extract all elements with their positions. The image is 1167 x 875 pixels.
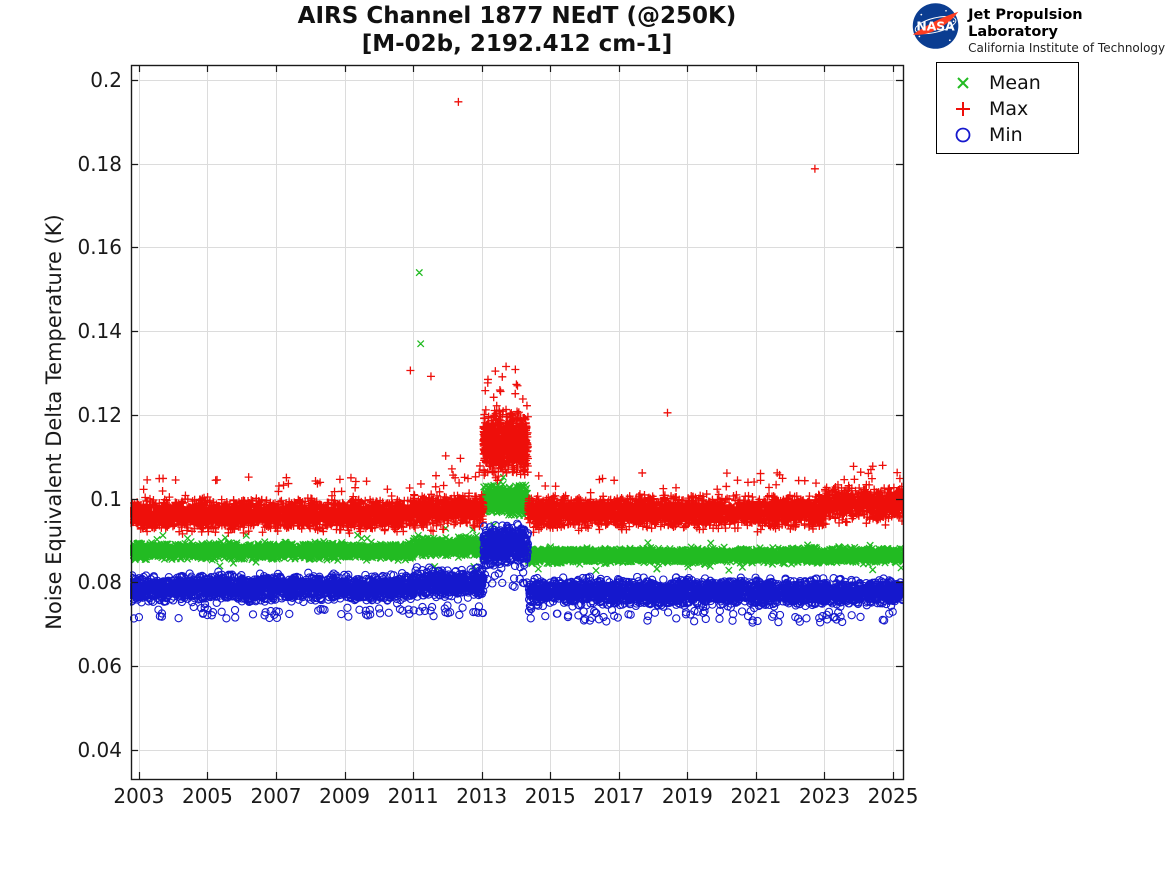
y-tick-label-0.06: 0.06: [77, 653, 122, 678]
y-axis-label: Noise Equivalent Delta Temperature (K): [42, 214, 66, 630]
max-plus-marker-icon: [937, 99, 989, 119]
y-tick-label-0.04: 0.04: [77, 737, 122, 762]
legend-entry-max: Max: [937, 96, 1078, 122]
legend-entry-mean: Mean: [937, 70, 1078, 96]
x-tick-label-2005: 2005: [181, 784, 233, 808]
y-tick-label-0.16: 0.16: [77, 235, 122, 260]
x-tick-label-2021: 2021: [730, 784, 782, 808]
x-tick-label-2023: 2023: [799, 784, 850, 808]
x-tick-label-2019: 2019: [661, 784, 713, 808]
x-tick-label-2003: 2003: [113, 784, 165, 808]
jpl-text: Jet Propulsion Laboratory California Ins…: [968, 1, 1167, 56]
y-tick-label-0.14: 0.14: [77, 319, 122, 344]
legend-entry-min: Min: [937, 122, 1078, 148]
min-circle-marker-icon: [937, 125, 989, 145]
x-tick-label-2009: 2009: [319, 784, 371, 808]
x-tick-label-2013: 2013: [456, 784, 508, 808]
caltech-name: California Institute of Technology: [968, 41, 1166, 55]
mean-x-marker-icon: [937, 73, 989, 93]
y-tick-label-0.12: 0.12: [77, 402, 122, 427]
nasa-meatball-icon: NASA: [912, 3, 959, 49]
jpl-logo-block: NASA Jet Propulsion Laboratory Californi…: [908, 1, 1167, 56]
chart-subtitle: [M-02b, 2192.412 cm-1]: [361, 31, 673, 57]
y-tick-label-0.2: 0.2: [90, 68, 122, 93]
x-tick-label-2007: 2007: [250, 784, 302, 808]
x-tick-label-2025: 2025: [867, 784, 919, 808]
jpl-name: Jet Propulsion Laboratory: [968, 7, 1083, 40]
y-tick-label-0.08: 0.08: [77, 570, 122, 595]
x-tick-label-2017: 2017: [593, 784, 645, 808]
y-tick-label-0.18: 0.18: [77, 151, 122, 176]
x-tick-label-2015: 2015: [524, 784, 576, 808]
y-tick-label-0.1: 0.1: [90, 486, 122, 511]
legend-label-mean: Mean: [989, 72, 1041, 94]
svg-text:NASA: NASA: [916, 20, 955, 34]
title-block: AIRS Channel 1877 NEdT (@250K) [M-02b, 2…: [131, 2, 903, 58]
chart-title: AIRS Channel 1877 NEdT (@250K): [297, 3, 737, 29]
legend-label-min: Min: [989, 124, 1023, 146]
x-tick-label-2011: 2011: [387, 784, 439, 808]
legend: Mean Max Min: [936, 62, 1079, 154]
legend-label-max: Max: [989, 98, 1029, 120]
